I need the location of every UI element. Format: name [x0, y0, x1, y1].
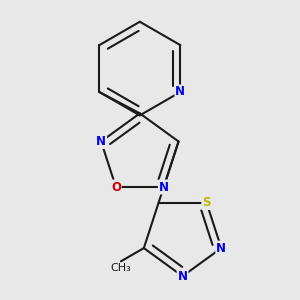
Text: S: S: [202, 196, 211, 209]
Text: CH₃: CH₃: [111, 263, 131, 273]
Text: N: N: [178, 270, 188, 283]
Text: N: N: [159, 181, 169, 194]
Text: N: N: [176, 85, 185, 98]
Text: O: O: [111, 181, 121, 194]
Text: N: N: [96, 135, 106, 148]
Text: N: N: [216, 242, 226, 255]
